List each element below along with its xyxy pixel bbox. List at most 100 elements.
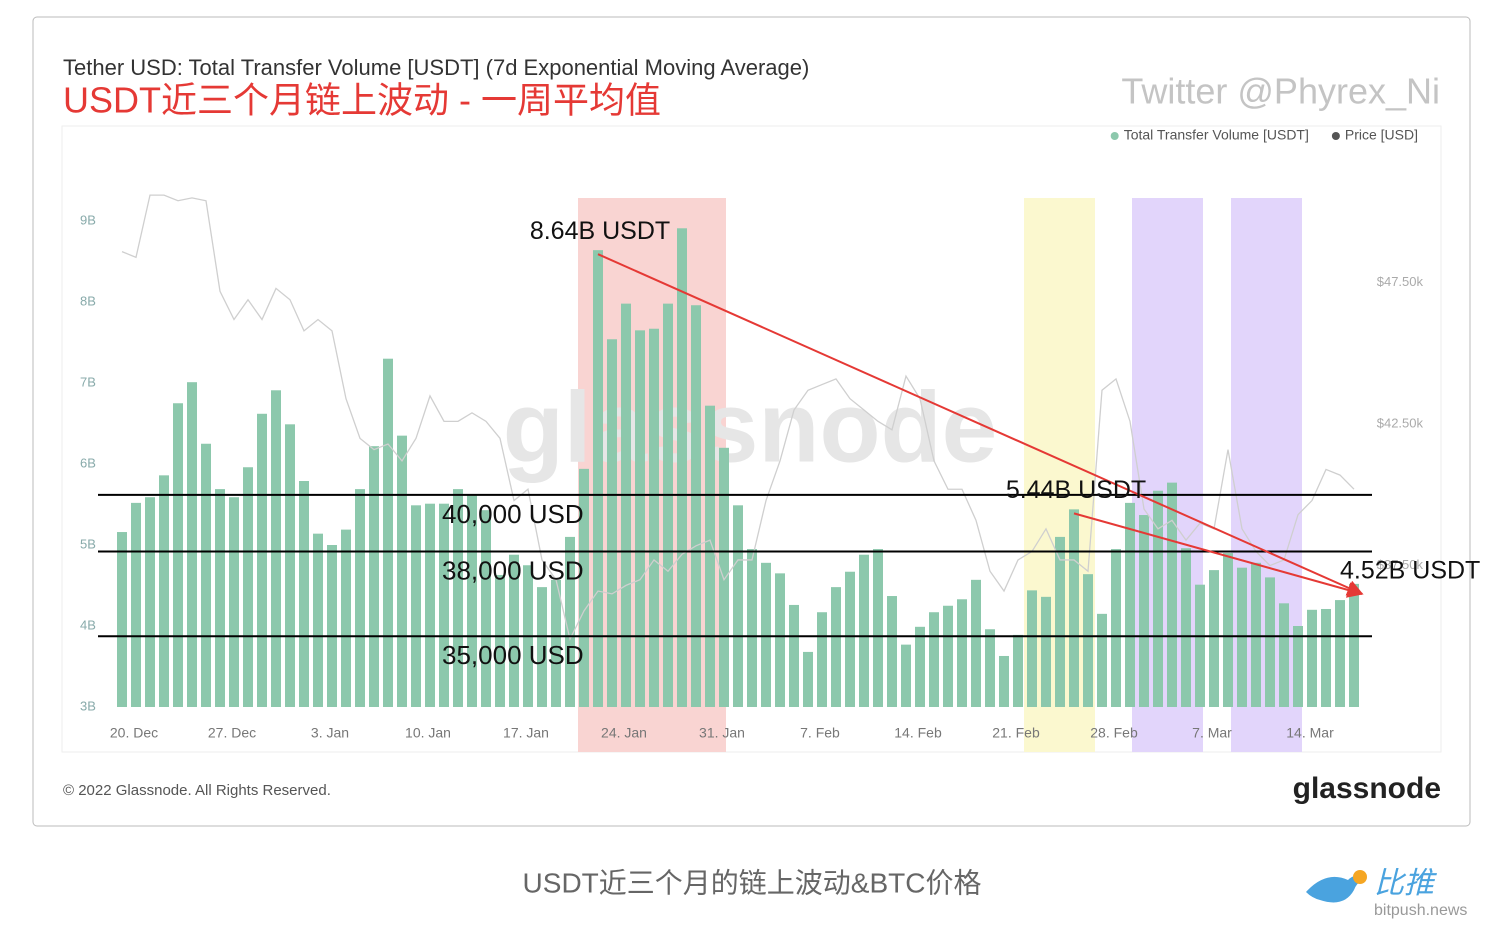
- x-tick-label: 14. Mar: [1286, 725, 1334, 741]
- bar: [593, 250, 603, 707]
- bar: [1027, 590, 1037, 707]
- bar: [1293, 626, 1303, 707]
- y2-tick-label: $42.50k: [1377, 416, 1424, 431]
- bar: [229, 497, 239, 707]
- source-name: 比推: [1374, 867, 1437, 900]
- logo: glassnode: [1293, 772, 1441, 805]
- bar: [775, 573, 785, 707]
- bar: [761, 562, 771, 707]
- bar: [299, 481, 309, 707]
- annotation-label: 4.52B USDT: [1340, 556, 1480, 584]
- bar: [691, 305, 701, 707]
- bar: [1223, 553, 1233, 707]
- source-icon: [1306, 876, 1362, 903]
- bar: [1237, 567, 1247, 707]
- y-tick-label: 9B: [80, 212, 96, 227]
- bar: [537, 587, 547, 707]
- chart-subtitle: USDT近三个月链上波动 - 一周平均值: [63, 80, 661, 121]
- x-tick-label: 20. Dec: [110, 725, 158, 741]
- bar: [243, 467, 253, 707]
- level-label: 35,000 USD: [442, 640, 584, 670]
- bar: [201, 443, 211, 707]
- bar: [481, 510, 491, 707]
- bar: [1279, 603, 1289, 707]
- bar: [215, 489, 225, 707]
- bar: [929, 612, 939, 707]
- bar: [453, 489, 463, 707]
- bar: [719, 447, 729, 707]
- bar: [985, 629, 995, 707]
- source-icon-coin: [1353, 870, 1367, 884]
- bar: [1209, 570, 1219, 707]
- watermark: glassnode: [503, 371, 998, 483]
- y-tick-label: 8B: [80, 293, 96, 308]
- bar: [1307, 609, 1317, 707]
- bar: [1153, 490, 1163, 707]
- bar: [943, 605, 953, 707]
- bar: [439, 503, 449, 707]
- bar: [579, 468, 589, 707]
- bar: [621, 303, 631, 707]
- bar: [677, 228, 687, 708]
- bar: [1069, 509, 1079, 707]
- bar: [159, 475, 169, 707]
- legend-label: Total Transfer Volume [USDT]: [1124, 127, 1309, 143]
- annotation-label: 5.44B USDT: [1006, 476, 1146, 504]
- annotation-arrow: [1073, 512, 1364, 598]
- bar: [327, 545, 337, 707]
- bar: [635, 330, 645, 707]
- x-tick-label: 7. Feb: [800, 725, 840, 741]
- bar: [341, 529, 351, 707]
- bar: [1251, 562, 1261, 707]
- bar: [831, 587, 841, 707]
- x-tick-label: 28. Feb: [1090, 725, 1138, 741]
- bar: [565, 536, 575, 707]
- x-tick-label: 14. Feb: [894, 725, 942, 741]
- bar: [789, 604, 799, 707]
- chart-title: Tether USD: Total Transfer Volume [USDT]…: [63, 55, 809, 80]
- x-tick-label: 17. Jan: [503, 725, 549, 741]
- caption: USDT近三个月的链上波动&BTC价格: [523, 867, 982, 898]
- bar: [467, 494, 477, 707]
- bar: [873, 549, 883, 707]
- bar: [117, 532, 127, 707]
- source-site: bitpush.news: [1374, 902, 1467, 919]
- bar: [747, 549, 757, 707]
- bar: [607, 339, 617, 707]
- bar: [1013, 634, 1023, 707]
- bar: [887, 596, 897, 707]
- bar: [649, 328, 659, 707]
- annotation-arrow: [597, 253, 1364, 596]
- bar: [187, 382, 197, 707]
- bar: [1321, 608, 1331, 707]
- legend-label: Price [USD]: [1345, 127, 1418, 143]
- bar: [173, 403, 183, 707]
- y2-tick-label: $37.50k: [1377, 557, 1424, 572]
- annotation-label: 8.64B USDT: [530, 217, 670, 245]
- bar: [1139, 515, 1149, 707]
- bar: [285, 424, 295, 707]
- bar: [411, 505, 421, 707]
- bar: [1111, 549, 1121, 707]
- x-tick-label: 27. Dec: [208, 725, 256, 741]
- x-tick-label: 24. Jan: [601, 725, 647, 741]
- bar: [957, 599, 967, 707]
- bar: [1181, 548, 1191, 707]
- bar: [369, 446, 379, 707]
- x-tick-label: 21. Feb: [992, 725, 1040, 741]
- y-tick-label: 7B: [80, 374, 96, 389]
- x-tick-label: 31. Jan: [699, 725, 745, 741]
- bar: [1265, 577, 1275, 707]
- y-tick-label: 3B: [80, 698, 96, 713]
- bar: [845, 571, 855, 707]
- bar: [1167, 482, 1177, 707]
- x-tick-label: 3. Jan: [311, 725, 349, 741]
- level-label: 38,000 USD: [442, 555, 584, 585]
- bar: [509, 554, 519, 707]
- bar: [901, 644, 911, 707]
- bar: [397, 435, 407, 707]
- copyright: © 2022 Glassnode. All Rights Reserved.: [63, 782, 331, 799]
- bar: [705, 405, 715, 707]
- bar: [999, 655, 1009, 707]
